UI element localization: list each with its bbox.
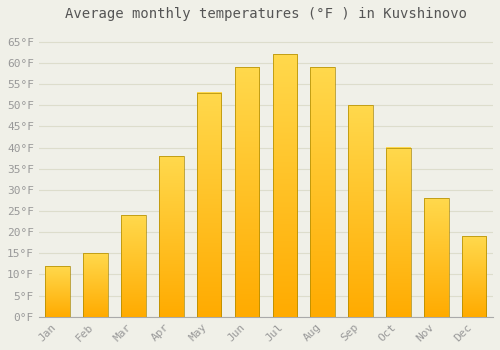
Bar	[272, 55, 297, 317]
Title: Average monthly temperatures (°F ) in Kuvshinovo: Average monthly temperatures (°F ) in Ku…	[65, 7, 467, 21]
Bar	[310, 67, 335, 317]
Bar	[121, 215, 146, 317]
Bar	[159, 156, 184, 317]
Bar	[197, 92, 222, 317]
Bar	[424, 198, 448, 317]
Bar	[84, 253, 108, 317]
Bar	[462, 236, 486, 317]
Bar	[46, 266, 70, 317]
Bar	[234, 67, 260, 317]
Bar	[348, 105, 373, 317]
Bar	[386, 148, 410, 317]
